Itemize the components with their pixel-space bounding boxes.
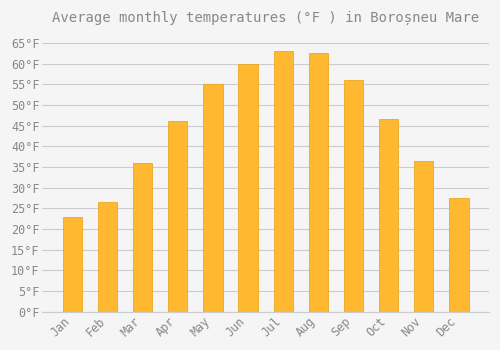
Bar xyxy=(344,80,363,312)
Bar xyxy=(379,119,398,312)
Bar xyxy=(204,84,223,312)
Bar xyxy=(274,51,293,312)
Bar xyxy=(168,121,188,312)
Bar xyxy=(450,198,468,312)
Bar xyxy=(238,64,258,312)
Bar xyxy=(62,217,82,312)
Bar xyxy=(98,202,117,312)
Bar xyxy=(414,161,434,312)
Bar xyxy=(308,53,328,312)
Bar xyxy=(133,163,152,312)
Title: Average monthly temperatures (°F ) in Boroșneu Mare: Average monthly temperatures (°F ) in Bo… xyxy=(52,11,479,25)
